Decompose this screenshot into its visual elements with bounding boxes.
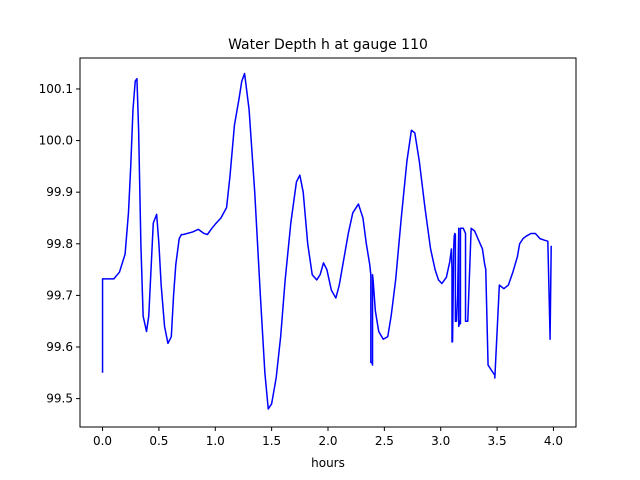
series-line-0 [101,72,552,410]
x-tick-label: 2.5 [375,434,394,448]
x-tick-label: 3.0 [431,434,450,448]
y-tick-label: 100.1 [39,82,73,96]
x-axis-label: hours [311,456,345,470]
x-tick-label: 1.0 [206,434,225,448]
y-tick-label: 100.0 [39,134,73,148]
axes-frame [79,57,577,428]
x-tick-label: 4.0 [544,434,563,448]
x-axis: 0.0 0.5 1.0 1.5 2.0 2.5 3.0 3.5 4.0 [93,427,563,448]
x-tick-label: 3.5 [488,434,507,448]
x-tick-label: 0.5 [149,434,168,448]
chart-title: Water Depth h at gauge 110 [228,37,428,53]
y-tick-label: 99.6 [46,340,73,354]
x-tick-label: 1.5 [262,434,281,448]
y-tick-label: 99.5 [46,392,73,406]
x-tick-label: 0.0 [93,434,112,448]
y-tick-label: 99.9 [46,185,73,199]
y-axis: 99.5 99.6 99.7 99.8 99.9 100.0 100.1 [39,82,80,406]
x-tick-label: 2.0 [318,434,337,448]
y-tick-label: 99.7 [46,288,73,302]
y-tick-label: 99.8 [46,237,73,251]
